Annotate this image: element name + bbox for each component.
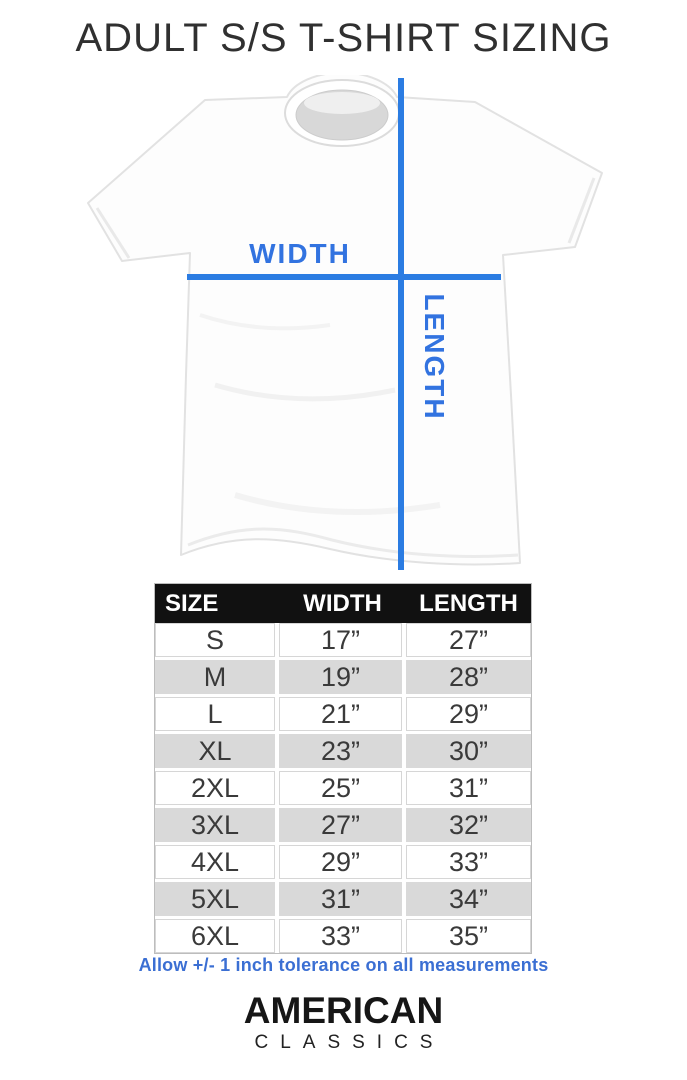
tshirt-body-shape bbox=[87, 71, 603, 566]
length-cell: 30” bbox=[406, 734, 531, 768]
size-cell: 5XL bbox=[155, 882, 275, 916]
width-cell: 31” bbox=[279, 882, 402, 916]
collar-back-band bbox=[304, 92, 380, 114]
brand-logo: AMERICAN CLASSICS bbox=[0, 992, 687, 1054]
header-width: WIDTH bbox=[303, 589, 382, 617]
wrinkle-line bbox=[234, 492, 441, 516]
length-cell: 31” bbox=[406, 771, 531, 805]
length-cell: 35” bbox=[406, 919, 531, 953]
length-cell: 29” bbox=[406, 697, 531, 731]
brand-subname: CLASSICS bbox=[254, 1032, 445, 1053]
size-cell: XL bbox=[155, 734, 275, 768]
size-cell: S bbox=[155, 623, 275, 657]
width-cell: 21” bbox=[279, 697, 402, 731]
left-cuff-fold bbox=[95, 207, 131, 259]
width-label: WIDTH bbox=[249, 238, 351, 269]
size-cell: 6XL bbox=[155, 919, 275, 953]
size-table: SIZE WIDTH LENGTH S 17” 27” M 19” 28” L … bbox=[154, 583, 532, 954]
size-cell: M bbox=[155, 660, 275, 694]
right-cuff-fold bbox=[567, 177, 596, 244]
size-table-body: S 17” 27” M 19” 28” L 21” 29” XL 23” 30”… bbox=[155, 623, 531, 953]
width-measure-line bbox=[187, 274, 501, 280]
width-cell: 29” bbox=[279, 845, 402, 879]
size-table-header: SIZE WIDTH LENGTH bbox=[155, 584, 531, 623]
length-cell: 28” bbox=[406, 660, 531, 694]
width-cell: 25” bbox=[279, 771, 402, 805]
header-length: LENGTH bbox=[419, 589, 518, 617]
width-cell: 27” bbox=[279, 808, 402, 842]
page-title: ADULT S/S T-SHIRT SIZING bbox=[75, 16, 612, 60]
size-cell: 3XL bbox=[155, 808, 275, 842]
hem-fold bbox=[187, 527, 519, 558]
header-size: SIZE bbox=[165, 589, 219, 617]
wrinkle-line bbox=[214, 382, 396, 402]
length-cell: 34” bbox=[406, 882, 531, 916]
length-cell: 32” bbox=[406, 808, 531, 842]
length-cell: 27” bbox=[406, 623, 531, 657]
length-label: LENGTH bbox=[419, 293, 450, 420]
size-cell: 4XL bbox=[155, 845, 275, 879]
size-cell: 2XL bbox=[155, 771, 275, 805]
size-cell: L bbox=[155, 697, 275, 731]
tolerance-note: Allow +/- 1 inch tolerance on all measur… bbox=[138, 955, 549, 975]
tshirt-illustration: WIDTH LENGTH bbox=[87, 71, 603, 570]
width-cell: 19” bbox=[279, 660, 402, 694]
width-cell: 17” bbox=[279, 623, 402, 657]
tshirt-diagram: WIDTH LENGTH bbox=[0, 71, 687, 580]
width-cell: 33” bbox=[279, 919, 402, 953]
length-cell: 33” bbox=[406, 845, 531, 879]
wrinkle-line bbox=[199, 313, 331, 331]
width-cell: 23” bbox=[279, 734, 402, 768]
brand-name: AMERICAN bbox=[243, 990, 444, 1031]
length-measure-line bbox=[398, 78, 404, 570]
